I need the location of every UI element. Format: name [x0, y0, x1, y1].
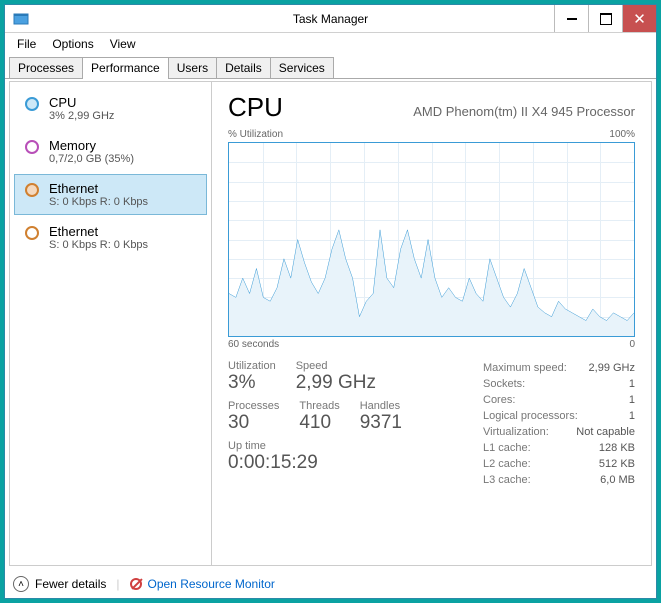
- sidebar-item-ethernet[interactable]: EthernetS: 0 Kbps R: 0 Kbps: [14, 217, 207, 258]
- task-manager-window: Task Manager ✕ File Options View Process…: [4, 4, 657, 599]
- sidebar-item-sub: 3% 2,99 GHz: [49, 110, 114, 122]
- stat-utilization: Utilization3%: [228, 360, 276, 394]
- sidebar: CPU3% 2,99 GHzMemory0,7/2,0 GB (35%)Ethe…: [10, 82, 212, 565]
- sidebar-indicator-icon: [25, 97, 39, 111]
- chart-label-top-left: % Utilization: [228, 129, 283, 140]
- menubar: File Options View: [5, 33, 656, 55]
- info-row: L2 cache:512 KB: [483, 456, 635, 472]
- stats-right: Maximum speed:2,99 GHzSockets:1Cores:1Lo…: [483, 360, 635, 488]
- info-row: L1 cache:128 KB: [483, 440, 635, 456]
- sidebar-item-sub: 0,7/2,0 GB (35%): [49, 153, 134, 165]
- menu-options[interactable]: Options: [44, 35, 101, 53]
- stat-threads: Threads410: [299, 400, 339, 434]
- app-icon: [13, 11, 29, 27]
- stat-handles: Handles9371: [360, 400, 402, 434]
- fewer-details-link[interactable]: Fewer details: [35, 577, 106, 591]
- sidebar-item-title: Memory: [49, 138, 134, 153]
- tab-users[interactable]: Users: [168, 57, 217, 78]
- chart-label-bottom-left: 60 seconds: [228, 339, 279, 350]
- uptime-label: Up time: [228, 440, 483, 452]
- menu-file[interactable]: File: [9, 35, 44, 53]
- sidebar-item-sub: S: 0 Kbps R: 0 Kbps: [49, 196, 148, 208]
- stat-processes: Processes30: [228, 400, 279, 434]
- content: CPU3% 2,99 GHzMemory0,7/2,0 GB (35%)Ethe…: [9, 81, 652, 566]
- chart-label-bottom-right: 0: [629, 339, 635, 350]
- sidebar-item-title: CPU: [49, 95, 114, 110]
- open-resource-monitor-link[interactable]: Open Resource Monitor: [148, 577, 275, 591]
- sidebar-item-cpu[interactable]: CPU3% 2,99 GHz: [14, 88, 207, 129]
- stats-left: Utilization3% Speed2,99 GHz Processes30 Th…: [228, 360, 483, 488]
- info-row: Cores:1: [483, 392, 635, 408]
- tab-performance[interactable]: Performance: [82, 57, 169, 79]
- tab-details[interactable]: Details: [216, 57, 271, 78]
- maximize-button[interactable]: [588, 5, 622, 32]
- info-row: Maximum speed:2,99 GHz: [483, 360, 635, 376]
- sidebar-item-title: Ethernet: [49, 181, 148, 196]
- tab-services[interactable]: Services: [270, 57, 334, 78]
- sidebar-indicator-icon: [25, 183, 39, 197]
- chevron-up-icon[interactable]: ˄: [13, 576, 29, 592]
- info-row: L3 cache:6,0 MB: [483, 472, 635, 488]
- footer: ˄ Fewer details | Open Resource Monitor: [13, 576, 275, 592]
- sidebar-indicator-icon: [25, 226, 39, 240]
- tabs: ProcessesPerformanceUsersDetailsServices: [5, 55, 656, 79]
- resource-monitor-icon: [130, 578, 142, 590]
- uptime-value: 0:00:15:29: [228, 452, 483, 474]
- close-button[interactable]: ✕: [622, 5, 656, 32]
- sidebar-item-ethernet[interactable]: EthernetS: 0 Kbps R: 0 Kbps: [14, 174, 207, 215]
- sidebar-indicator-icon: [25, 140, 39, 154]
- cpu-model: AMD Phenom(tm) II X4 945 Processor: [413, 104, 635, 119]
- titlebar[interactable]: Task Manager ✕: [5, 5, 656, 33]
- chart-label-top-right: 100%: [609, 129, 635, 140]
- menu-view[interactable]: View: [102, 35, 144, 53]
- page-title: CPU: [228, 92, 283, 123]
- sidebar-item-sub: S: 0 Kbps R: 0 Kbps: [49, 239, 148, 251]
- info-row: Logical processors:1: [483, 408, 635, 424]
- info-row: Sockets:1: [483, 376, 635, 392]
- sidebar-item-title: Ethernet: [49, 224, 148, 239]
- cpu-chart: [228, 142, 635, 337]
- stat-speed: Speed2,99 GHz: [296, 360, 376, 394]
- minimize-button[interactable]: [554, 5, 588, 32]
- tab-processes[interactable]: Processes: [9, 57, 83, 78]
- sidebar-item-memory[interactable]: Memory0,7/2,0 GB (35%): [14, 131, 207, 172]
- main-panel: CPU AMD Phenom(tm) II X4 945 Processor %…: [212, 82, 651, 565]
- info-row: Virtualization:Not capable: [483, 424, 635, 440]
